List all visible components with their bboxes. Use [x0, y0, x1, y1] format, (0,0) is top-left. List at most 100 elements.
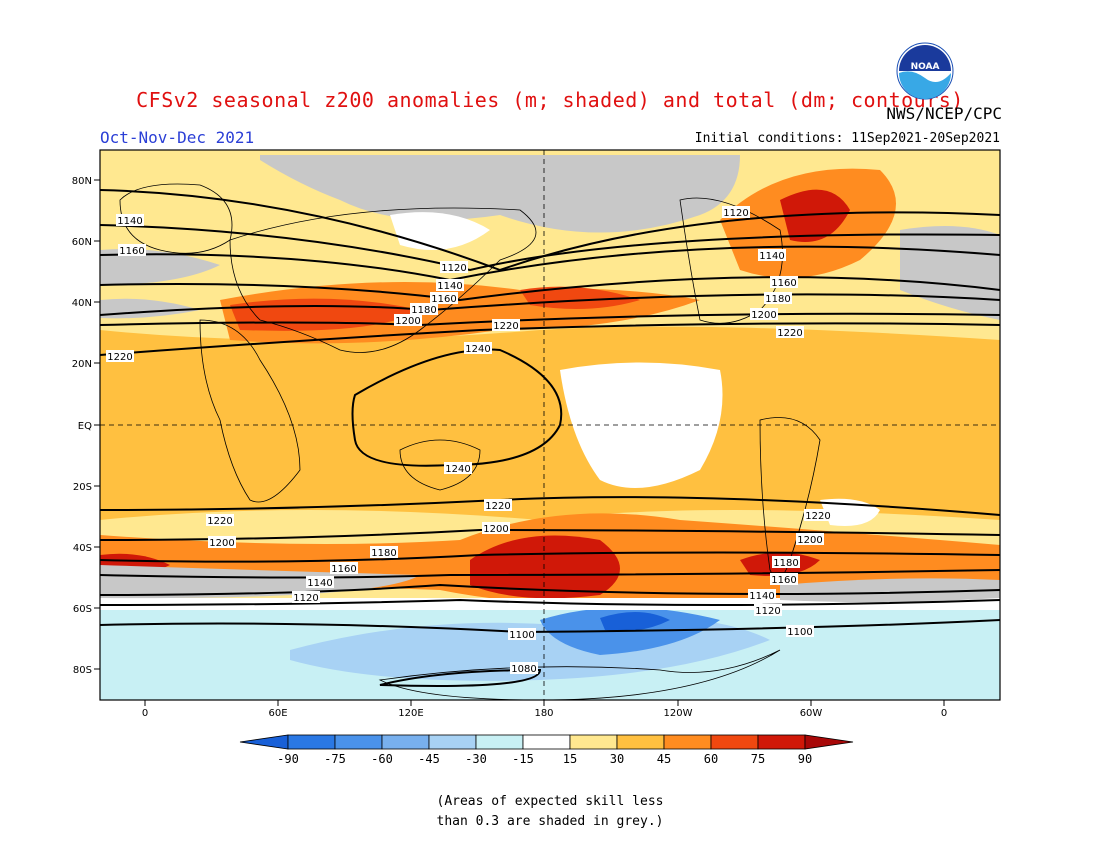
svg-text:1200: 1200 — [483, 524, 508, 535]
lon-tick-60e: 60E — [268, 700, 288, 719]
svg-text:1180: 1180 — [411, 305, 436, 316]
svg-text:60S: 60S — [73, 604, 92, 615]
agency-label: NWS/NCEP/CPC — [886, 104, 1002, 123]
anomaly-band-tropical — [100, 326, 1000, 520]
contour-label-1120-south-east: 1120 — [754, 604, 782, 617]
contour-label-1140-south-east: 1140 — [748, 589, 776, 602]
colorbar-tick-label: -45 — [418, 752, 440, 766]
svg-text:1140: 1140 — [117, 216, 142, 227]
svg-text:1200: 1200 — [395, 316, 420, 327]
contour-label-1220-south-west: 1220 — [206, 514, 234, 527]
contour-label-1140-south-west: 1140 — [306, 576, 334, 589]
svg-text:120W: 120W — [664, 708, 693, 719]
low-skill-south-atlantic — [780, 578, 1000, 603]
svg-text:NOAA: NOAA — [911, 62, 940, 72]
svg-text:1180: 1180 — [773, 558, 798, 569]
negative-anomaly-core — [600, 611, 670, 632]
initial-conditions-label: Initial conditions: 11Sep2021-20Sep2021 — [694, 131, 1000, 146]
svg-text:60N: 60N — [72, 237, 92, 248]
svg-text:1180: 1180 — [371, 548, 396, 559]
colorbar-swatch — [663, 734, 712, 750]
colorbar: -90 -75 -60 -45 -30 -15 15 30 45 60 75 90 — [239, 734, 854, 766]
svg-text:1120: 1120 — [723, 208, 748, 219]
positive-anomaly-south-pacific — [470, 535, 620, 599]
contour-label-1240-south: 1240 — [444, 462, 472, 475]
svg-text:1120: 1120 — [441, 263, 466, 274]
colorbar-swatch — [287, 734, 336, 750]
colorbar-swatch — [522, 734, 571, 750]
svg-text:1220: 1220 — [485, 501, 510, 512]
svg-text:1100: 1100 — [509, 630, 534, 641]
contour-label-1120-greenland: 1120 — [722, 206, 750, 219]
svg-text:1160: 1160 — [331, 564, 356, 575]
contour-label-1220-east: 1220 — [776, 326, 804, 339]
svg-text:1160: 1160 — [771, 278, 796, 289]
svg-text:1200: 1200 — [209, 538, 234, 549]
contour-label-1220-west: 1220 — [106, 350, 134, 363]
contour-label-1180-east: 1180 — [764, 292, 792, 305]
contour-label-1200-east: 1200 — [750, 308, 778, 321]
svg-text:1120: 1120 — [293, 593, 318, 604]
lat-tick-40s: 40S — [73, 543, 100, 554]
svg-text:40S: 40S — [73, 543, 92, 554]
svg-text:1240: 1240 — [465, 344, 490, 355]
svg-text:0: 0 — [941, 708, 947, 719]
svg-text:80N: 80N — [72, 176, 92, 187]
contour-label-1140-greenland: 1140 — [758, 249, 786, 262]
contour-label-1140-west: 1140 — [116, 214, 144, 227]
colorbar-tick-label: -60 — [371, 752, 393, 766]
colorbar-tick-label: 30 — [610, 752, 624, 766]
colorbar-tick-label: 45 — [657, 752, 671, 766]
contour-label-1200-north: 1200 — [394, 314, 422, 327]
svg-text:1160: 1160 — [771, 575, 796, 586]
colorbar-arrow-left — [239, 734, 289, 750]
colorbar-swatch — [381, 734, 430, 750]
svg-text:120E: 120E — [398, 708, 423, 719]
colorbar-swatch — [428, 734, 477, 750]
colorbar-tick-label: -90 — [277, 752, 299, 766]
lat-tick-80n: 80N — [72, 176, 100, 187]
svg-text:1140: 1140 — [307, 578, 332, 589]
contour-label-1120-north: 1120 — [440, 261, 468, 274]
lat-tick-60s: 60S — [73, 604, 100, 615]
colorbar-tick-label: 75 — [751, 752, 765, 766]
lat-tick-20n: 20N — [72, 359, 100, 370]
lat-tick-20s: 20S — [73, 482, 100, 493]
svg-text:40N: 40N — [72, 298, 92, 309]
contour-label-1100-south: 1100 — [508, 628, 536, 641]
svg-text:80S: 80S — [73, 665, 92, 676]
contour-label-1160-north: 1160 — [430, 292, 458, 305]
lat-tick-40n: 40N — [72, 298, 100, 309]
svg-text:20N: 20N — [72, 359, 92, 370]
contour-label-1120-south-west: 1120 — [292, 591, 320, 604]
colorbar-arrow-right — [804, 734, 854, 750]
longitude-axis: 0 60E 120E 180 120W 60W 0 — [142, 700, 947, 719]
colorbar-swatch — [757, 734, 806, 750]
noaa-logo-icon: NOAA — [896, 42, 954, 100]
skill-note-line-2: than 0.3 are shaded in grey.) — [436, 814, 664, 829]
contour-label-1160-south-east: 1160 — [770, 573, 798, 586]
colorbar-tick-label: 15 — [563, 752, 577, 766]
svg-text:60W: 60W — [800, 708, 823, 719]
contour-label-1160-east: 1160 — [770, 276, 798, 289]
colorbar-swatch — [569, 734, 618, 750]
contour-label-1200-south-east: 1200 — [796, 533, 824, 546]
lon-tick-180: 180 — [534, 700, 554, 719]
contour-label-1140-north: 1140 — [436, 279, 464, 292]
contour-label-1160-west: 1160 — [118, 244, 146, 257]
low-skill-arctic — [260, 155, 740, 233]
svg-text:1220: 1220 — [207, 516, 232, 527]
low-skill-europe — [100, 249, 220, 285]
chart-title: CFSv2 seasonal z200 anomalies (m; shaded… — [136, 88, 964, 112]
lon-tick-120e: 120E — [398, 700, 424, 719]
svg-text:1140: 1140 — [437, 281, 462, 292]
svg-text:1240: 1240 — [445, 464, 470, 475]
svg-text:1220: 1220 — [805, 511, 830, 522]
svg-text:60E: 60E — [268, 708, 287, 719]
contour-label-1180-south-west: 1180 — [370, 546, 398, 559]
contour-label-1200-south-mid: 1200 — [482, 522, 510, 535]
colorbar-swatch — [475, 734, 524, 750]
contour-label-1240-north: 1240 — [464, 342, 492, 355]
contour-label-1220-north: 1220 — [492, 319, 520, 332]
colorbar-tick-label: -75 — [324, 752, 346, 766]
